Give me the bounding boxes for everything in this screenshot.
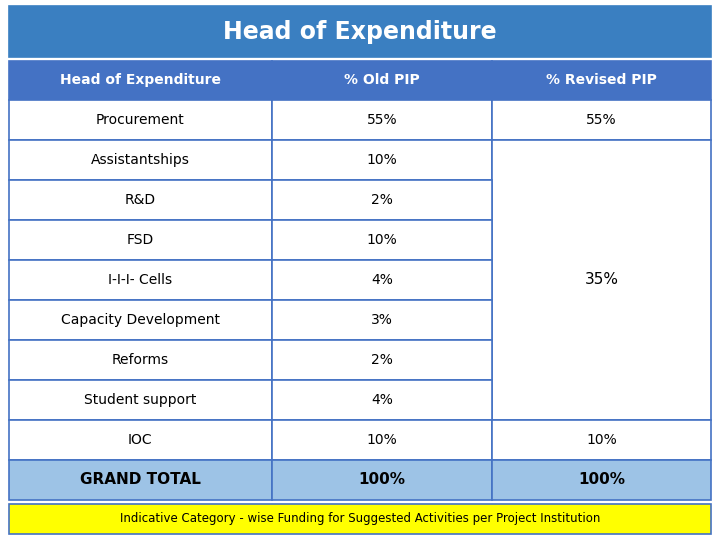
Text: 55%: 55% (366, 113, 397, 127)
Bar (272, 220, 492, 260)
Bar (272, 61, 492, 100)
Text: 10%: 10% (586, 433, 617, 447)
Text: Indicative Category - wise Funding for Suggested Activities per Project Institut: Indicative Category - wise Funding for S… (120, 512, 600, 525)
Bar (492, 140, 711, 420)
Bar (9, 380, 272, 420)
Bar (9, 260, 272, 300)
Bar (9, 6, 711, 57)
Bar (9, 220, 272, 260)
Text: GRAND TOTAL: GRAND TOTAL (80, 472, 201, 487)
Bar (9, 61, 272, 100)
Bar (272, 340, 492, 380)
Text: Procurement: Procurement (96, 113, 185, 127)
Text: IOC: IOC (128, 433, 153, 447)
Text: Head of Expenditure: Head of Expenditure (60, 73, 221, 87)
Text: 4%: 4% (371, 393, 393, 407)
Bar (272, 380, 492, 420)
Bar (272, 420, 492, 460)
Bar (9, 180, 272, 220)
Text: Student support: Student support (84, 393, 197, 407)
Text: I-I-I- Cells: I-I-I- Cells (108, 273, 173, 287)
Bar (272, 300, 492, 340)
Text: 35%: 35% (585, 272, 618, 287)
Bar (9, 140, 272, 180)
Text: 10%: 10% (366, 153, 397, 167)
Bar (492, 100, 711, 140)
Bar (9, 420, 272, 460)
Bar (272, 460, 492, 500)
Bar (492, 61, 711, 100)
Text: Capacity Development: Capacity Development (61, 313, 220, 327)
Bar (9, 504, 711, 534)
Bar (9, 460, 272, 500)
Bar (492, 420, 711, 460)
Text: 10%: 10% (366, 433, 397, 447)
Text: Head of Expenditure: Head of Expenditure (223, 19, 497, 44)
Bar (272, 140, 492, 180)
Text: FSD: FSD (127, 233, 154, 247)
Bar (492, 460, 711, 500)
Bar (272, 260, 492, 300)
Text: 2%: 2% (371, 193, 393, 207)
Text: Reforms: Reforms (112, 353, 169, 367)
Text: 10%: 10% (366, 233, 397, 247)
Text: 100%: 100% (578, 472, 625, 487)
Text: 2%: 2% (371, 353, 393, 367)
Bar (272, 180, 492, 220)
Text: 4%: 4% (371, 273, 393, 287)
Bar (272, 100, 492, 140)
Text: % Revised PIP: % Revised PIP (546, 73, 657, 87)
Text: Assistantships: Assistantships (91, 153, 190, 167)
Bar (9, 100, 272, 140)
Text: 3%: 3% (371, 313, 393, 327)
Text: 100%: 100% (359, 472, 405, 487)
Text: R&D: R&D (125, 193, 156, 207)
Text: % Old PIP: % Old PIP (344, 73, 420, 87)
Text: 55%: 55% (586, 113, 617, 127)
Bar (9, 340, 272, 380)
Bar (9, 300, 272, 340)
